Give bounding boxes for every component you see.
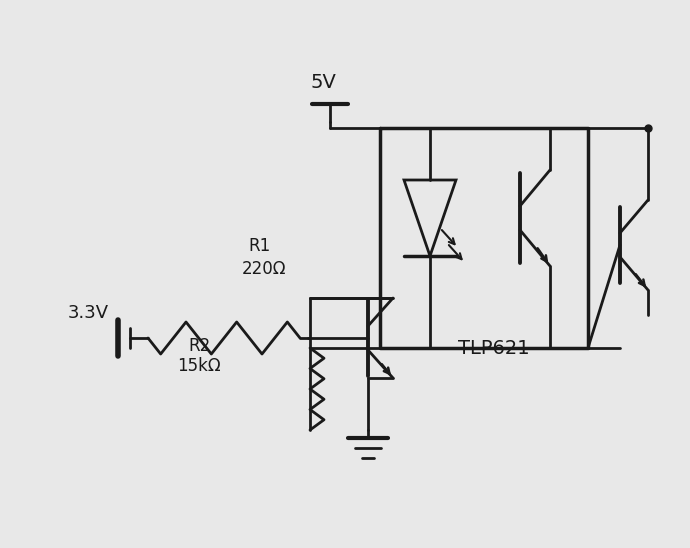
Text: TLP621: TLP621 <box>458 339 530 358</box>
Text: 220Ω: 220Ω <box>242 260 286 278</box>
Text: 3.3V: 3.3V <box>68 304 109 322</box>
Text: 15kΩ: 15kΩ <box>177 357 221 375</box>
Text: R1: R1 <box>248 237 270 255</box>
Text: 5V: 5V <box>310 73 336 92</box>
Text: R2: R2 <box>188 337 210 355</box>
